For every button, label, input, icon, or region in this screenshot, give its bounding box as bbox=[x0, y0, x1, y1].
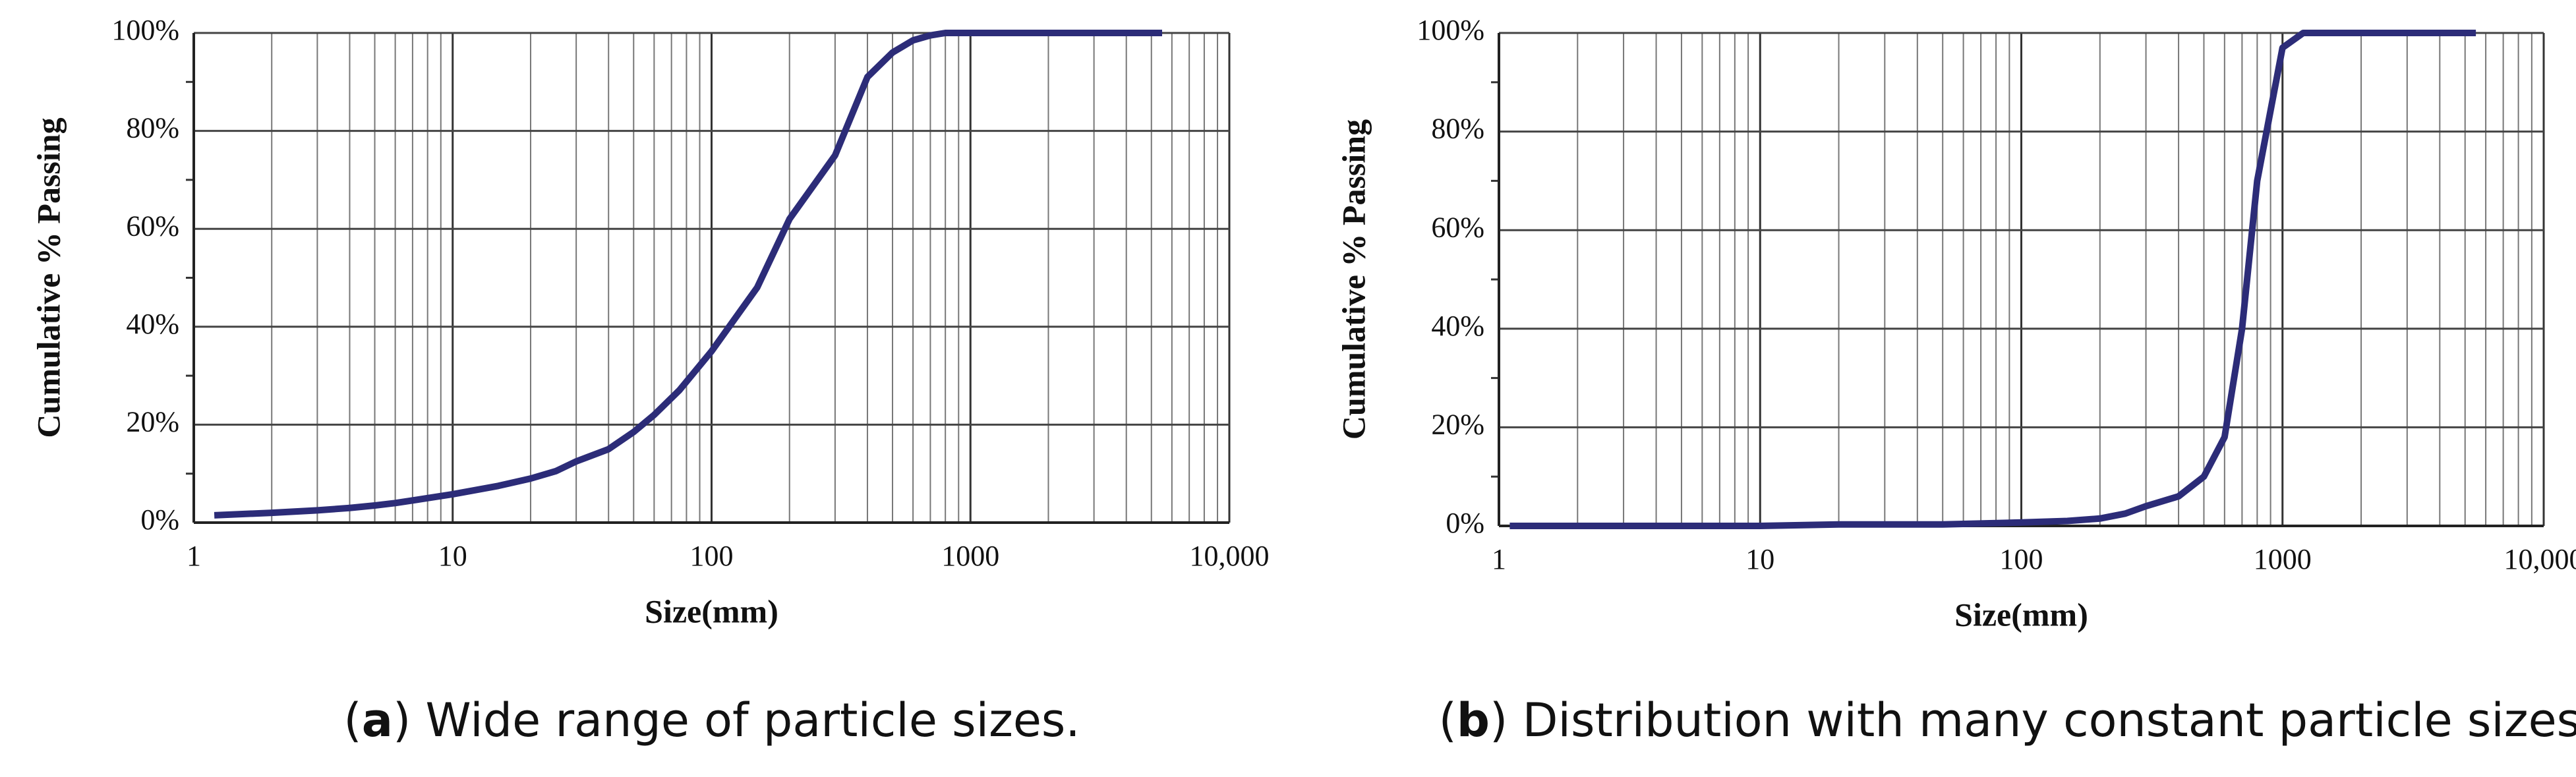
data-line bbox=[214, 30, 1163, 519]
caption-part: ) Wide range of particle sizes. bbox=[393, 693, 1080, 747]
caption-part: ( bbox=[343, 693, 361, 747]
y-tick-label: 60% bbox=[1431, 211, 1484, 243]
x-tick-label: 10,000 bbox=[2504, 543, 2576, 575]
caption-part: b bbox=[1457, 693, 1490, 747]
x-tick-label: 1000 bbox=[941, 540, 999, 572]
x-axis-title: Size(mm) bbox=[645, 592, 778, 629]
caption: (b) Distribution with many constant part… bbox=[1439, 693, 2576, 747]
y-tick-label: 100% bbox=[111, 14, 179, 46]
y-axis-title: Cumulative % Passing bbox=[30, 117, 67, 438]
caption-part: ( bbox=[1439, 693, 1457, 747]
x-tick-label: 1 bbox=[1492, 543, 1506, 575]
y-tick-label: 20% bbox=[126, 405, 179, 438]
x-tick-label: 1000 bbox=[2254, 543, 2312, 575]
caption-part: a bbox=[362, 693, 393, 747]
x-tick-label: 1 bbox=[187, 540, 201, 572]
data-line bbox=[1509, 30, 2476, 529]
x-tick-label: 10 bbox=[1745, 543, 1774, 575]
y-tick-label: 60% bbox=[126, 210, 179, 242]
y-tick-label: 80% bbox=[1431, 113, 1484, 145]
x-tick-label: 10,000 bbox=[1190, 540, 1270, 572]
x-tick-label: 100 bbox=[690, 540, 734, 572]
y-tick-label: 100% bbox=[1417, 14, 1484, 46]
caption-part: ) Distribution with many constant partic… bbox=[1490, 693, 2576, 747]
x-tick-label: 10 bbox=[438, 540, 467, 572]
x-tick-label: 100 bbox=[2000, 543, 2043, 575]
x-axis-title: Size(mm) bbox=[1954, 596, 2088, 633]
y-axis-title: Cumulative % Passing bbox=[1335, 119, 1372, 440]
y-tick-label: 0% bbox=[1446, 507, 1484, 539]
caption: (a) Wide range of particle sizes. bbox=[343, 693, 1080, 747]
y-tick-label: 40% bbox=[1431, 310, 1484, 342]
y-tick-label: 0% bbox=[140, 504, 179, 536]
y-tick-label: 40% bbox=[126, 308, 179, 340]
y-tick-label: 20% bbox=[1431, 408, 1484, 440]
y-tick-label: 80% bbox=[126, 112, 179, 144]
